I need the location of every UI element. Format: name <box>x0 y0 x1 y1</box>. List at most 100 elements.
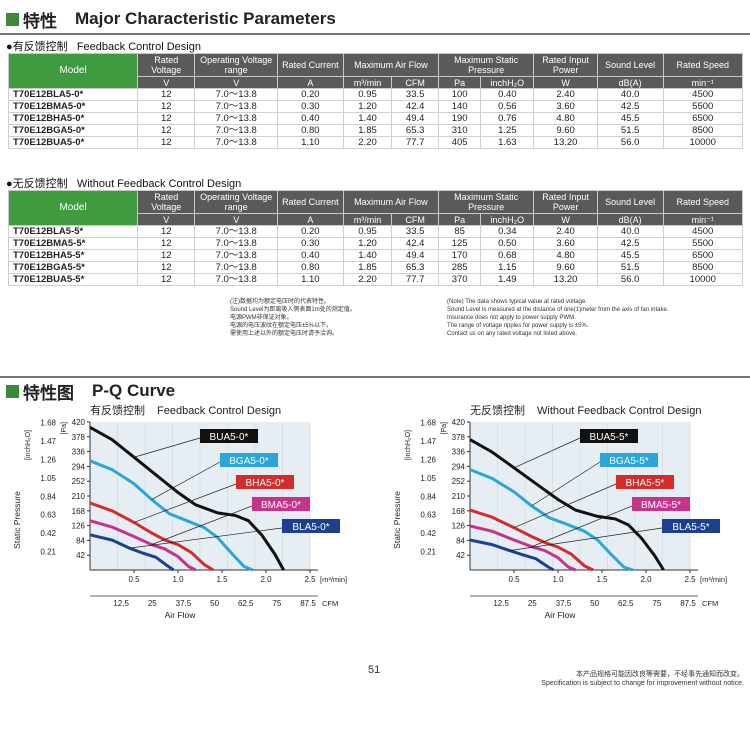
table-cell: 10000 <box>662 136 743 149</box>
header-rated-power: Rated Input Power <box>533 190 598 214</box>
table-cell: 7.0～13.8 <box>194 249 278 262</box>
table-cell: 12 <box>137 88 196 101</box>
header-unit: Pa <box>437 213 482 226</box>
y2-tick-label: 0.21 <box>40 548 56 557</box>
x-axis-label: Air Flow <box>165 610 197 620</box>
y2-tick-label: 1.05 <box>40 474 56 483</box>
series-label: BGA5-0* <box>229 456 269 467</box>
chart-title-cn: 有反馈控制 <box>90 403 145 417</box>
series-label-box <box>220 453 278 467</box>
table-cell: 45.5 <box>596 112 664 125</box>
note-line: Sound Level is measured at the distance … <box>447 307 669 313</box>
note-line: (注)数据均为额定电压时的代表特性。 <box>230 299 330 305</box>
x-tick-label: 2.0 <box>640 575 652 584</box>
table-cell: 0.50 <box>480 237 535 250</box>
table-cell: 370 <box>437 273 482 286</box>
table-cell: 2.20 <box>342 136 393 149</box>
y-tick-label: 126 <box>72 522 86 531</box>
table-cell: 12 <box>137 273 196 286</box>
series-label-box <box>252 497 310 511</box>
series-label-box <box>600 453 658 467</box>
table-cell: 12 <box>137 124 196 137</box>
table-cell: 0.40 <box>277 249 344 262</box>
leader-line <box>151 505 253 545</box>
header-rated-current: Rated Current <box>277 53 344 77</box>
header-unit: V <box>194 76 278 89</box>
series-label-box <box>236 475 294 489</box>
table-row: T70E12BMA5-5* 12 7.0～13.8 0.30 1.20 42.4 125 0.… <box>7 237 743 250</box>
header-unit: V <box>194 213 278 226</box>
series-line-bua55 <box>469 438 665 571</box>
table-cell: 42.5 <box>596 100 664 113</box>
table-cell: 1.63 <box>480 136 535 149</box>
header-rated-voltage: Rated Voltage <box>137 190 196 214</box>
table-cell: 0.80 <box>277 124 344 137</box>
header-unit: A <box>277 76 344 89</box>
table-cell: 77.7 <box>391 273 439 286</box>
y2-tick-label: 1.68 <box>420 419 436 428</box>
table-cell: 0.95 <box>342 225 393 238</box>
leader-line <box>531 505 633 548</box>
table-row: T70E12BHA5-5* 12 7.0～13.8 0.40 1.40 49.4 170 0.… <box>7 249 743 262</box>
table-cell: 9.60 <box>533 261 598 274</box>
table-cell: 12 <box>137 136 196 149</box>
table-cell: 7.0～13.8 <box>194 88 278 101</box>
x2-tick-label: 37.5 <box>556 599 572 608</box>
table-cell: 190 <box>437 112 482 125</box>
leader-line <box>509 527 663 551</box>
table-cell: 2.40 <box>533 225 598 238</box>
table-cell: 1.10 <box>277 273 344 286</box>
leader-line <box>531 461 601 507</box>
table-cell: 12 <box>137 249 196 262</box>
x2-tick-label: 12.5 <box>113 599 129 608</box>
note-line: (Note) The data shows typical value at r… <box>447 299 587 305</box>
table-cell: 0.34 <box>480 225 535 238</box>
table-cell: 12 <box>137 261 196 274</box>
header-unit: inchH₂O <box>480 213 535 226</box>
x2-tick-label: 25 <box>148 599 157 608</box>
table-cell: 3.60 <box>533 100 598 113</box>
table-cell: 51.5 <box>596 124 664 137</box>
header-unit: CFM <box>391 76 439 89</box>
table-row: T70E12BGA5-5* 12 7.0～13.8 0.80 1.85 65.3 285 1.… <box>7 261 743 274</box>
x2-tick-label: 62.5 <box>618 599 634 608</box>
table-cell: T70E12BUA5-5* <box>7 273 139 286</box>
x-tick-label: 0.5 <box>508 575 520 584</box>
table-cell: 100 <box>437 88 482 101</box>
x-unit: [m³/min] <box>700 575 727 584</box>
header-speed: Rated Speed <box>662 53 743 77</box>
y2-tick-label: 0.84 <box>420 492 436 501</box>
table-cell: 5500 <box>662 100 743 113</box>
leader-line <box>513 437 581 469</box>
series-line-bla55 <box>469 538 555 572</box>
green-square-icon <box>6 384 19 398</box>
y-tick-label: 252 <box>452 477 466 486</box>
y2-tick-label: 1.26 <box>40 455 56 464</box>
y-tick-label: 126 <box>452 522 466 531</box>
table-cell: 40.0 <box>596 225 664 238</box>
table-row: T70E12BMA5-0* 12 7.0～13.8 0.30 1.20 42.4 140 0.… <box>7 100 743 113</box>
header-unit: dB(A) <box>596 213 664 226</box>
note-line: 需使用上述以外的额定电压时请予洽询。 <box>230 331 339 337</box>
series-label-box <box>282 519 340 533</box>
table-cell: 7.0～13.8 <box>194 124 278 137</box>
table-cell: 1.49 <box>480 273 535 286</box>
series-line-bla50 <box>89 533 175 572</box>
page-number: 51 <box>368 664 381 676</box>
note-line: Sound Level为距离吸入侧表面1m处的测定值。 <box>230 307 356 313</box>
green-square-icon <box>6 12 19 26</box>
header-max-static: Maximum Static Pressure <box>437 53 535 77</box>
table-cell: 12 <box>137 112 196 125</box>
y2-tick-label: 0.84 <box>40 492 56 501</box>
table-row: T70E12BLA5-5* 12 7.0～13.8 0.20 0.95 33.5 85 0.3… <box>7 225 743 238</box>
table-cell: 1.10 <box>277 136 344 149</box>
table-cell: 0.40 <box>277 112 344 125</box>
x2-tick-label: 37.5 <box>176 599 192 608</box>
table-cell: 0.20 <box>277 88 344 101</box>
table-cell: 4.80 <box>533 112 598 125</box>
series-label: BLA5-0* <box>292 522 329 533</box>
table-cell: 1.20 <box>342 237 393 250</box>
header-unit: V <box>137 76 196 89</box>
table-cell: T70E12BGA5-5* <box>7 261 139 274</box>
table-cell: 1.15 <box>480 261 535 274</box>
